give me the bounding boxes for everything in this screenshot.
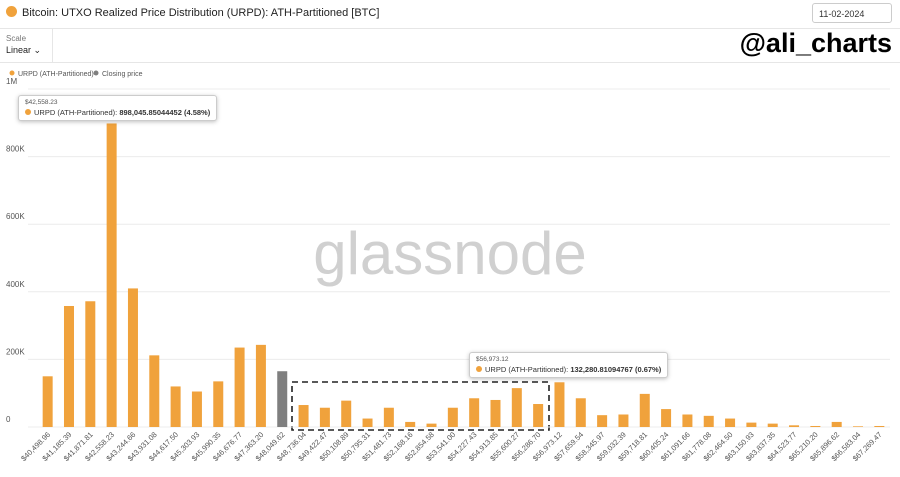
watermark: @ali_charts bbox=[739, 28, 892, 58]
tooltip-label: URPD (ATH-Partitioned): bbox=[34, 108, 118, 117]
y-tick-label: 1M bbox=[6, 77, 17, 86]
legend-label: Closing price bbox=[102, 71, 143, 78]
date-picker[interactable]: 11-02-2024 bbox=[812, 3, 892, 23]
bar bbox=[298, 405, 309, 427]
bar bbox=[405, 421, 416, 427]
bar bbox=[362, 418, 373, 427]
bar bbox=[277, 371, 288, 427]
bar bbox=[149, 355, 160, 427]
bar bbox=[341, 400, 352, 427]
bar bbox=[255, 344, 266, 427]
divider bbox=[52, 28, 53, 62]
tooltip-label: URPD (ATH-Partitioned): bbox=[485, 365, 569, 374]
tooltip-title: $56,973.12 bbox=[476, 356, 509, 363]
legend-label: URPD (ATH-Partitioned) bbox=[18, 71, 94, 78]
bar bbox=[213, 381, 224, 427]
bar bbox=[234, 347, 245, 427]
y-tick-label: 200K bbox=[6, 347, 25, 356]
y-tick-label: 600K bbox=[6, 212, 25, 221]
tooltip-value: 898,045.85044452 (4.58%) bbox=[119, 108, 211, 117]
y-tick-label: 800K bbox=[6, 145, 25, 154]
bar bbox=[490, 399, 501, 427]
tooltip-dot bbox=[25, 109, 31, 115]
tooltip-row: URPD (ATH-Partitioned): 898,045.85044452… bbox=[25, 108, 210, 117]
scale-value: Linear bbox=[6, 45, 32, 55]
bar bbox=[874, 425, 885, 427]
tooltip: $56,973.12 URPD (ATH-Partitioned): 132,28… bbox=[469, 352, 669, 378]
divider bbox=[0, 62, 900, 63]
bar bbox=[639, 393, 650, 427]
btc-icon bbox=[6, 6, 17, 17]
date: 11-02-2024 bbox=[819, 9, 865, 19]
bar bbox=[597, 415, 608, 427]
highlight-box bbox=[291, 381, 550, 431]
bar bbox=[831, 421, 842, 427]
bar bbox=[767, 423, 778, 427]
divider bbox=[0, 28, 900, 29]
bar bbox=[106, 123, 117, 427]
bar bbox=[533, 404, 544, 427]
tooltip-row: URPD (ATH-Partitioned): 132,280.81094767… bbox=[476, 365, 661, 374]
bar bbox=[618, 414, 629, 427]
bar bbox=[746, 422, 757, 427]
bar bbox=[42, 376, 53, 427]
bar bbox=[191, 391, 202, 427]
title: Bitcoin: UTXO Realized Price Distributio… bbox=[22, 7, 380, 19]
bar bbox=[447, 407, 458, 427]
bar bbox=[810, 425, 821, 427]
bar bbox=[554, 382, 565, 427]
scale-label: Scale bbox=[6, 34, 27, 43]
bar bbox=[575, 398, 586, 427]
bar bbox=[661, 409, 672, 427]
legend-dot bbox=[9, 70, 15, 76]
bar bbox=[682, 414, 693, 427]
bar bbox=[63, 305, 74, 427]
chart-watermark: glassnode bbox=[313, 220, 587, 287]
tooltip-value: 132,280.81094767 (0.67%) bbox=[570, 365, 662, 374]
bar bbox=[725, 418, 736, 427]
legend-dot bbox=[93, 70, 99, 76]
bar bbox=[511, 388, 522, 427]
tooltip-dot bbox=[476, 366, 482, 372]
bar bbox=[170, 386, 181, 427]
y-tick-label: 0 bbox=[6, 415, 11, 424]
bar bbox=[469, 398, 480, 427]
bar bbox=[85, 301, 96, 427]
bar bbox=[853, 426, 864, 427]
tooltip-title: $42,558.23 bbox=[25, 99, 58, 106]
bar bbox=[789, 425, 800, 427]
tooltip: $42,558.23 URPD (ATH-Partitioned): 898,04… bbox=[18, 95, 218, 121]
bar bbox=[127, 288, 138, 427]
scale-select[interactable]: Linear ⌄ bbox=[6, 45, 42, 55]
bar bbox=[383, 407, 394, 427]
y-tick-label: 400K bbox=[6, 280, 25, 289]
bar bbox=[703, 415, 714, 427]
bar bbox=[319, 407, 330, 427]
bar bbox=[426, 423, 437, 427]
